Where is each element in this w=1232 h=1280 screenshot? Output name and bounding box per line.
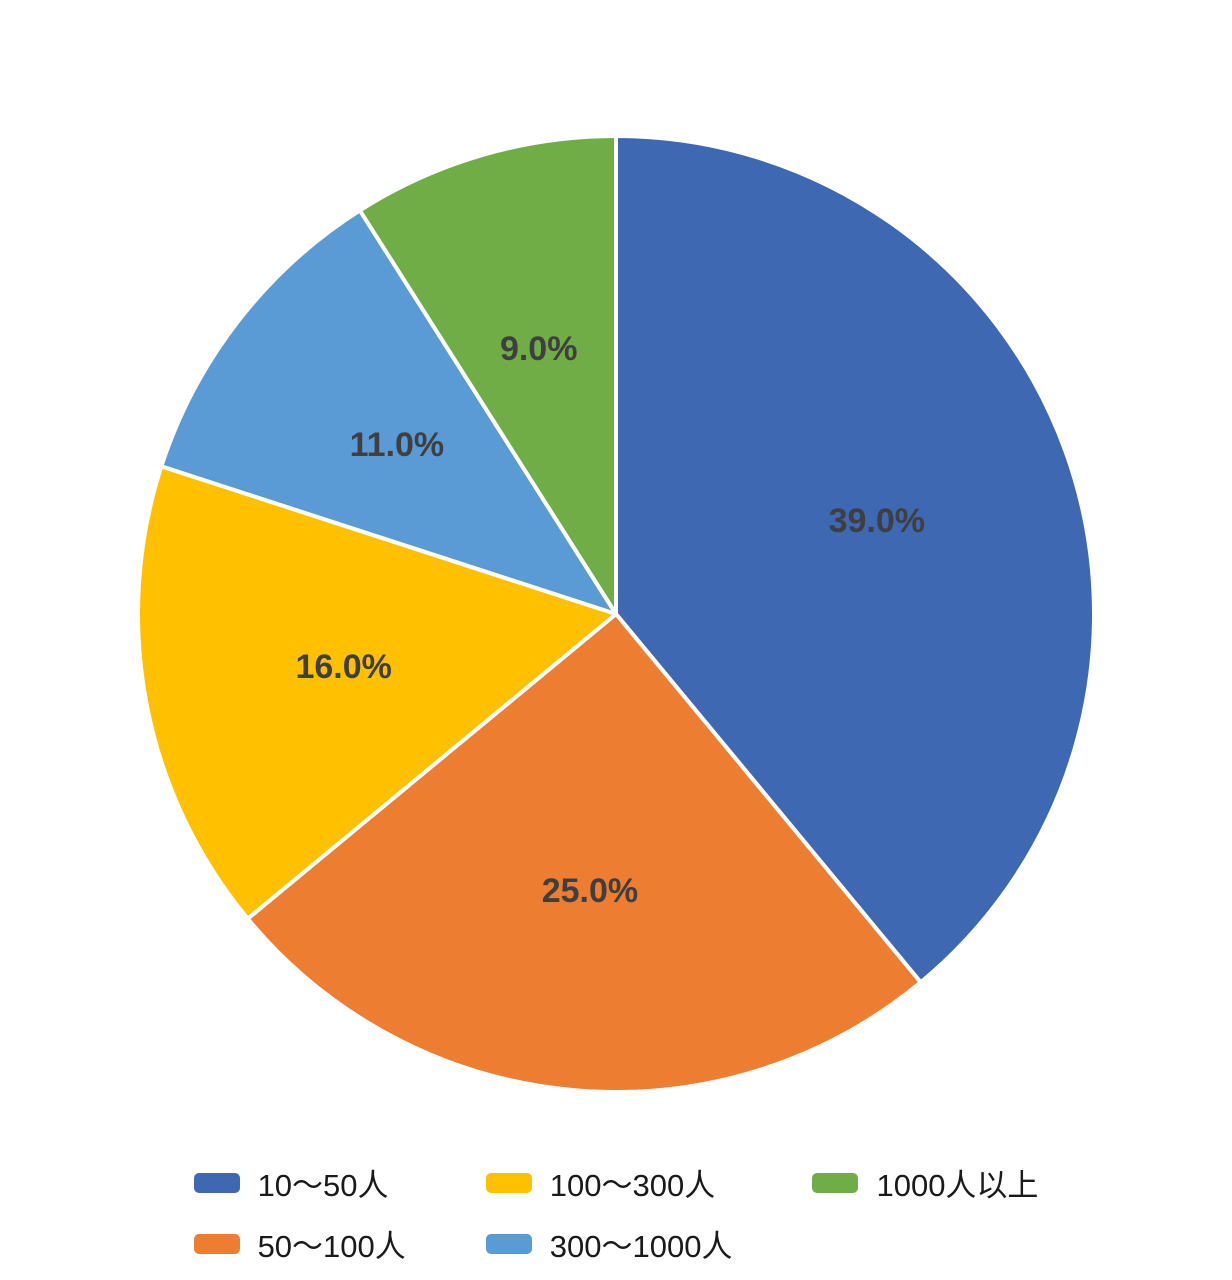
legend-item-5: 1000人以上 — [812, 1160, 1038, 1205]
pie-slice-4 — [159, 208, 618, 616]
legend-item-1: 10〜50人 — [193, 1160, 406, 1205]
legend-swatch-icon — [193, 1233, 240, 1254]
legend-item-4: 300〜1000人 — [485, 1221, 733, 1266]
legend-label: 50〜100人 — [257, 1229, 406, 1264]
legend-label: 1000人以上 — [876, 1168, 1039, 1203]
pie-slice-2 — [245, 612, 923, 1094]
pie-slice-1 — [614, 134, 1096, 985]
legend-swatch-icon — [485, 1233, 532, 1254]
slice-percent-label-2: 25.0% — [542, 872, 638, 910]
legend-item-2: 50〜100人 — [193, 1221, 406, 1266]
legend-label: 10〜50人 — [257, 1168, 389, 1203]
legend-swatch-icon — [193, 1172, 240, 1193]
slice-percent-label-5: 9.0% — [500, 330, 578, 368]
legend-swatch-icon — [812, 1172, 859, 1193]
slice-percent-label-3: 16.0% — [295, 648, 391, 686]
slice-percent-label-4: 11.0% — [350, 426, 445, 464]
chart-legend: 10〜50人 50〜100人 100〜300人 300〜1000人 1000人以上 — [0, 1160, 1232, 1266]
pie-slice-5 — [357, 134, 618, 616]
legend-label: 300〜1000人 — [549, 1229, 733, 1264]
legend-item-3: 100〜300人 — [485, 1160, 733, 1205]
legend-swatch-icon — [485, 1172, 532, 1193]
slice-percent-label-1: 39.0% — [829, 502, 925, 540]
pie-slice-3 — [136, 464, 618, 921]
legend-label: 100〜300人 — [549, 1168, 716, 1203]
